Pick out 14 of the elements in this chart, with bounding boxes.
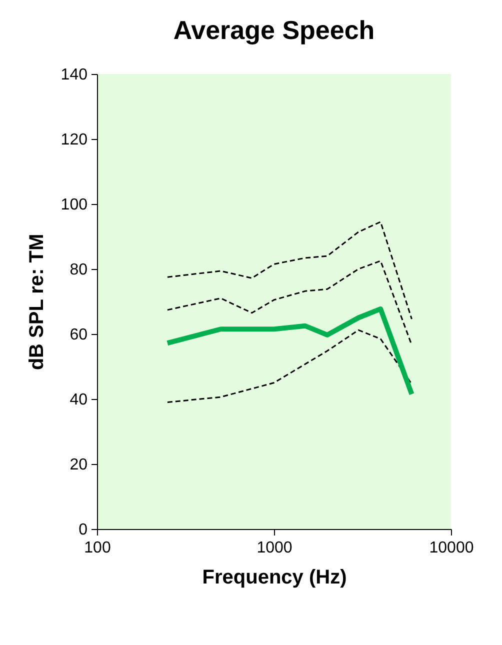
y-tick-label: 60	[70, 326, 88, 344]
x-tick-label: 100	[84, 540, 111, 556]
x-tick-label: 10000	[429, 540, 474, 556]
y-tick-label: 120	[60, 132, 88, 148]
x-axis-title: Frequency (Hz)	[202, 566, 347, 588]
x-tick-label: 1000	[256, 540, 292, 556]
chart-title: Average Speech	[173, 15, 375, 45]
y-tick-label: 0	[78, 522, 88, 538]
y-tick-label: 140	[60, 66, 88, 84]
y-tick-label: 20	[70, 456, 88, 474]
y-tick-label: 80	[70, 262, 88, 278]
y-axis-title: dB SPL re: TM	[26, 234, 48, 370]
y-tick-label: 100	[60, 196, 88, 214]
y-tick-label: 40	[70, 392, 88, 408]
